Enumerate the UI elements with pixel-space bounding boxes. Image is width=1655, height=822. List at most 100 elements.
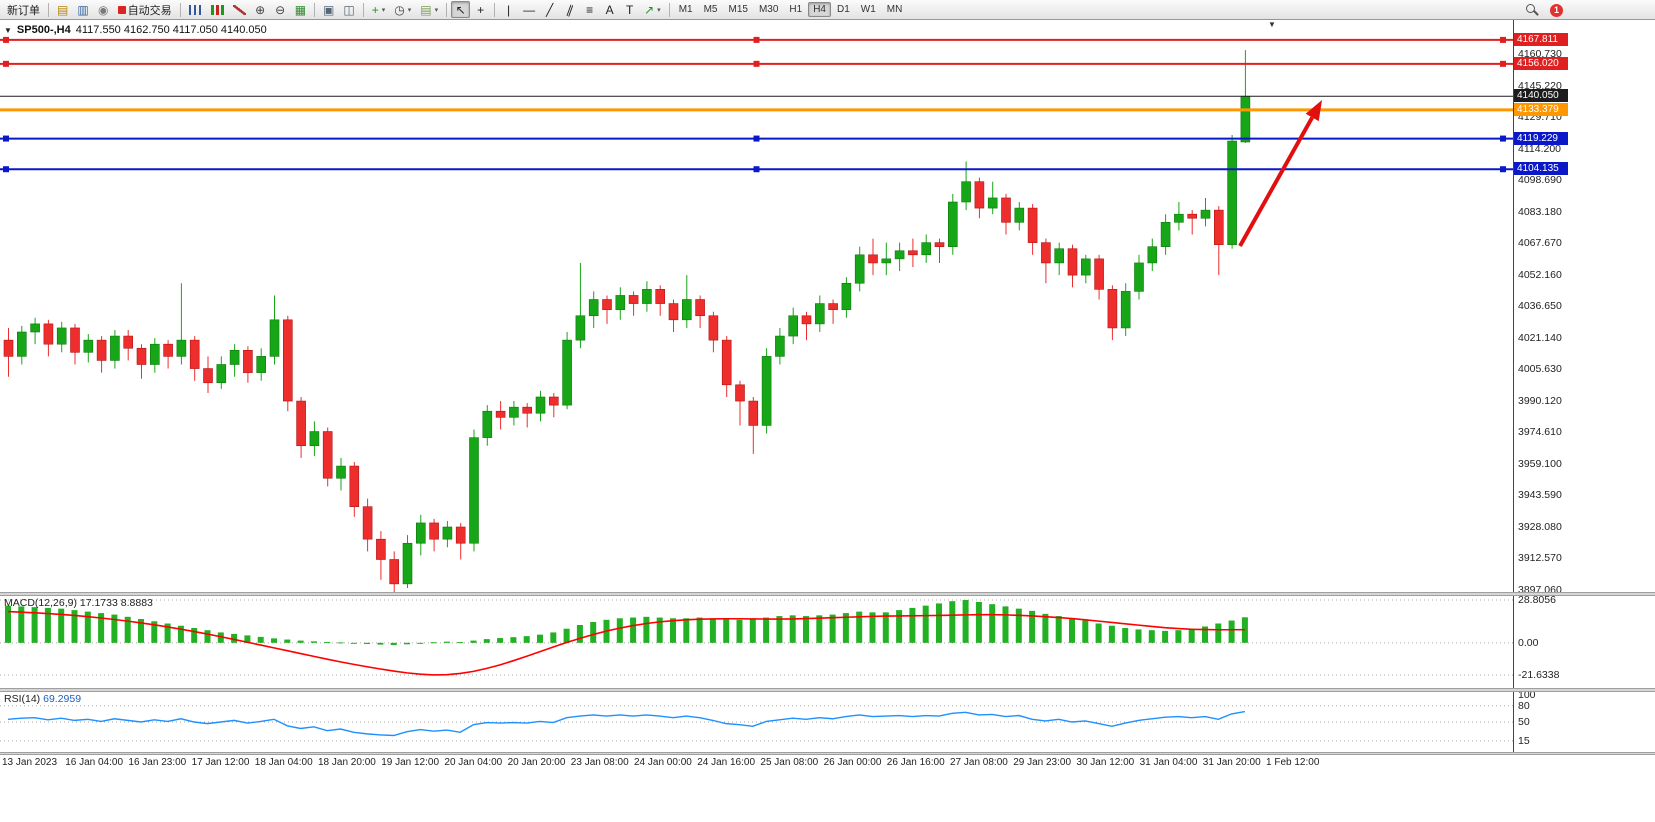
chevron-down-icon: ▾ [657,6,661,14]
auto-trading-button[interactable]: 自动交易 [114,1,176,18]
time-axis-divider [0,752,1655,755]
time-axis-label: 24 Jan 00:00 [634,757,692,768]
macd-chart-svg [0,599,1513,676]
search-icon[interactable] [1525,3,1539,17]
channel-icon[interactable]: ∥ [560,1,579,18]
templates-icon: ▤ [420,2,432,17]
rsi-axis-label: 100 [1518,689,1536,701]
candles-layer [3,50,1251,592]
new-order-button-label: 新订单 [7,4,40,17]
candlestick-chart-svg[interactable] [0,20,1513,592]
price-axis-label: 4036.650 [1518,300,1562,313]
macd-panel[interactable]: MACD(12,26,9) 17.1733 8.8883 [0,596,1513,688]
line-chart-icon [232,4,246,15]
timeframe-h1[interactable]: H1 [784,2,807,17]
arrange-windows-icon[interactable]: ◫ [339,1,358,18]
bar-chart-icon[interactable] [185,1,206,18]
line-handle[interactable] [3,60,9,67]
line-handle[interactable] [3,166,9,173]
zoom-in-icon: ⊕ [255,2,266,17]
time-axis-label: 24 Jan 16:00 [697,757,756,768]
price-axis-label: 3959.100 [1518,457,1562,470]
line-handle[interactable] [753,135,760,142]
indicators-icon[interactable]: + ▾ [368,1,390,18]
chevron-down-icon: ▾ [434,6,439,14]
macd-histogram [5,600,1248,646]
macd-value-main: 17.1733 [79,597,118,609]
text-icon[interactable]: A [600,1,619,18]
line-handle[interactable] [3,36,9,43]
toolbar-separator [668,2,670,17]
timeframe-w1[interactable]: W1 [856,2,881,17]
hline-object[interactable] [0,135,1513,142]
new-order-button[interactable]: 新订单 [3,1,44,18]
timeframe-m15-label: M15 [728,4,748,15]
panel-divider-macd[interactable] [0,592,1655,596]
cursor-icon[interactable]: ↖ [451,1,471,18]
one-click-trading-toggle[interactable]: ▼ [4,25,12,35]
text-icon: A [605,2,614,17]
time-axis-label: 27 Jan 08:00 [950,757,1008,768]
crosshair-icon[interactable]: + [471,1,490,18]
price-axis[interactable]: 4160.730 4145.220 4129.710 4114.200 4098.690… [1513,20,1655,755]
vertical-line-icon: | [507,2,511,17]
line-chart-icon[interactable] [229,1,250,18]
line-handle[interactable] [1500,166,1506,173]
price-tag: 4140.050 [1514,89,1568,103]
time-axis-label: 26 Jan 00:00 [823,757,882,768]
line-handle[interactable] [753,166,760,173]
macd-axis-label: -21.6338 [1518,669,1560,681]
horizontal-line-icon[interactable]: — [519,1,539,18]
line-handle[interactable] [753,60,760,67]
hline-object[interactable] [0,36,1513,43]
rsi-panel[interactable]: RSI(14) 69.2959 [0,692,1513,752]
cursor-icon: ↖ [455,2,466,17]
timeframe-h4[interactable]: H4 [808,2,831,17]
toolbar-separator [179,2,181,17]
price-axis-label: 4145.220 [1518,79,1562,92]
timeframe-m15[interactable]: M15 [724,2,753,17]
new-chart-icon: ▤ [57,2,69,17]
panel-divider-rsi[interactable] [0,688,1655,692]
line-handle[interactable] [1500,36,1506,43]
label-icon[interactable]: T [620,1,639,18]
fibonacci-icon[interactable]: ≡ [580,1,599,18]
zoom-out-icon[interactable]: ⊖ [271,1,290,18]
price-axis-label: 3943.590 [1518,489,1562,502]
candle-chart-icon[interactable] [207,1,228,18]
hline-object[interactable] [0,60,1513,67]
time-axis-label: 16 Jan 23:00 [128,757,187,768]
line-handle[interactable] [1500,60,1506,67]
price-tag: 4104.135 [1514,162,1568,176]
vertical-line-icon[interactable]: | [499,1,518,18]
price-chart[interactable]: ▼ SP500-,H4 4117.550 4162.750 4117.050 4… [0,20,1513,592]
rsi-label-row: RSI(14) 69.2959 [4,693,81,705]
zoom-in-icon[interactable]: ⊕ [251,1,270,18]
hline-object[interactable] [0,166,1513,173]
timeframe-m5[interactable]: M5 [699,2,723,17]
timeframe-mn[interactable]: MN [882,2,908,17]
line-handle[interactable] [3,135,9,142]
profiles-icon[interactable]: ▥ [73,1,92,18]
time-axis[interactable]: 13 Jan 2023 16 Jan 04:00 16 Jan 23:00 17 Ja… [0,755,1513,773]
line-handle[interactable] [753,36,760,43]
periods-icon: ◷ [394,2,405,17]
trend-arrow-object[interactable] [1238,100,1322,247]
timeframe-m1[interactable]: M1 [674,2,698,17]
rsi-axis-label: 50 [1518,716,1530,728]
templates-icon[interactable]: ▤ ▾ [416,1,442,18]
macd-axis-label: 28.8056 [1518,594,1556,606]
terminal-icon[interactable]: ◉ [94,1,113,18]
timeframe-m30[interactable]: M30 [754,2,783,17]
tile-windows-icon[interactable]: ▦ [291,1,310,18]
timeframe-d1[interactable]: D1 [832,2,855,17]
new-chart-icon[interactable]: ▤ [53,1,72,18]
shapes-icon[interactable]: ↗ ▾ [640,1,665,18]
periods-icon[interactable]: ◷ ▾ [390,1,415,18]
channel-icon: ∥ [564,1,575,18]
line-handle[interactable] [1500,135,1506,142]
notification-badge[interactable]: 1 [1550,3,1563,17]
trendline-icon[interactable]: ╱ [540,1,559,18]
rsi-axis-label: 15 [1518,734,1530,747]
cascade-windows-icon[interactable]: ▣ [319,1,338,18]
